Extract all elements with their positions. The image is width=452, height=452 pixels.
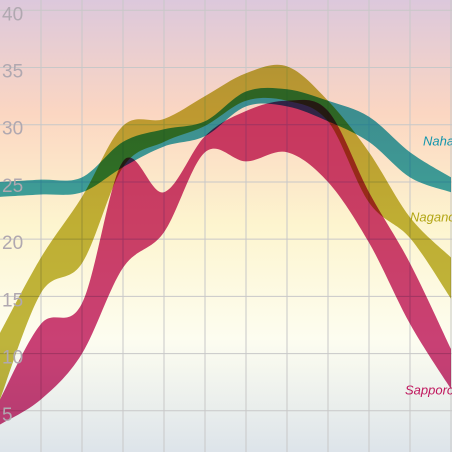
range-area [0, 64, 451, 400]
y-tick-label: 25 [2, 176, 23, 197]
y-tick-label: 40 [2, 4, 23, 25]
y-tick-label: 15 [2, 290, 23, 311]
range-area [0, 99, 451, 425]
series-label: Naha [423, 133, 452, 148]
series-label: Nagano [410, 209, 452, 224]
series-label: Sapporo [405, 382, 452, 397]
y-tick-label: 20 [2, 233, 23, 254]
y-tick-label: 30 [2, 119, 23, 140]
y-tick-label: 5 [2, 405, 13, 426]
y-tick-label: 10 [2, 348, 23, 369]
areas [0, 64, 451, 425]
y-tick-label: 35 [2, 62, 23, 83]
